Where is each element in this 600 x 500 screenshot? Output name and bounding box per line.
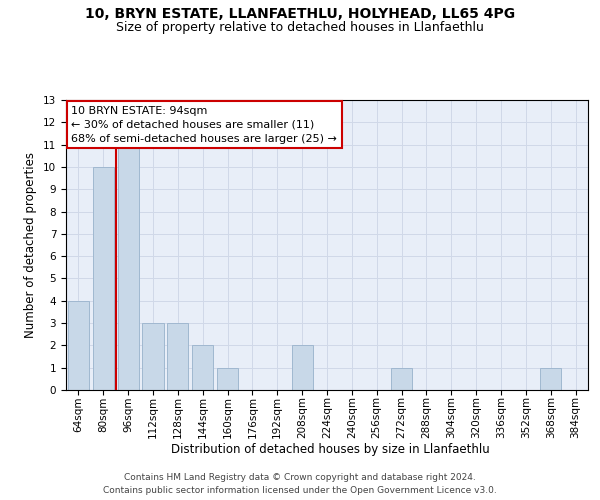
Bar bbox=[93, 167, 114, 390]
Bar bbox=[192, 346, 213, 390]
Text: Contains public sector information licensed under the Open Government Licence v3: Contains public sector information licen… bbox=[103, 486, 497, 495]
Text: Size of property relative to detached houses in Llanfaethlu: Size of property relative to detached ho… bbox=[116, 21, 484, 34]
Text: Distribution of detached houses by size in Llanfaethlu: Distribution of detached houses by size … bbox=[170, 442, 490, 456]
Y-axis label: Number of detached properties: Number of detached properties bbox=[25, 152, 37, 338]
Bar bbox=[217, 368, 238, 390]
Bar bbox=[292, 346, 313, 390]
Bar bbox=[142, 323, 164, 390]
Bar bbox=[540, 368, 561, 390]
Bar bbox=[167, 323, 188, 390]
Bar bbox=[118, 144, 139, 390]
Text: 10, BRYN ESTATE, LLANFAETHLU, HOLYHEAD, LL65 4PG: 10, BRYN ESTATE, LLANFAETHLU, HOLYHEAD, … bbox=[85, 8, 515, 22]
Bar bbox=[391, 368, 412, 390]
Text: 10 BRYN ESTATE: 94sqm
← 30% of detached houses are smaller (11)
68% of semi-deta: 10 BRYN ESTATE: 94sqm ← 30% of detached … bbox=[71, 106, 337, 144]
Bar bbox=[68, 301, 89, 390]
Text: Contains HM Land Registry data © Crown copyright and database right 2024.: Contains HM Land Registry data © Crown c… bbox=[124, 472, 476, 482]
